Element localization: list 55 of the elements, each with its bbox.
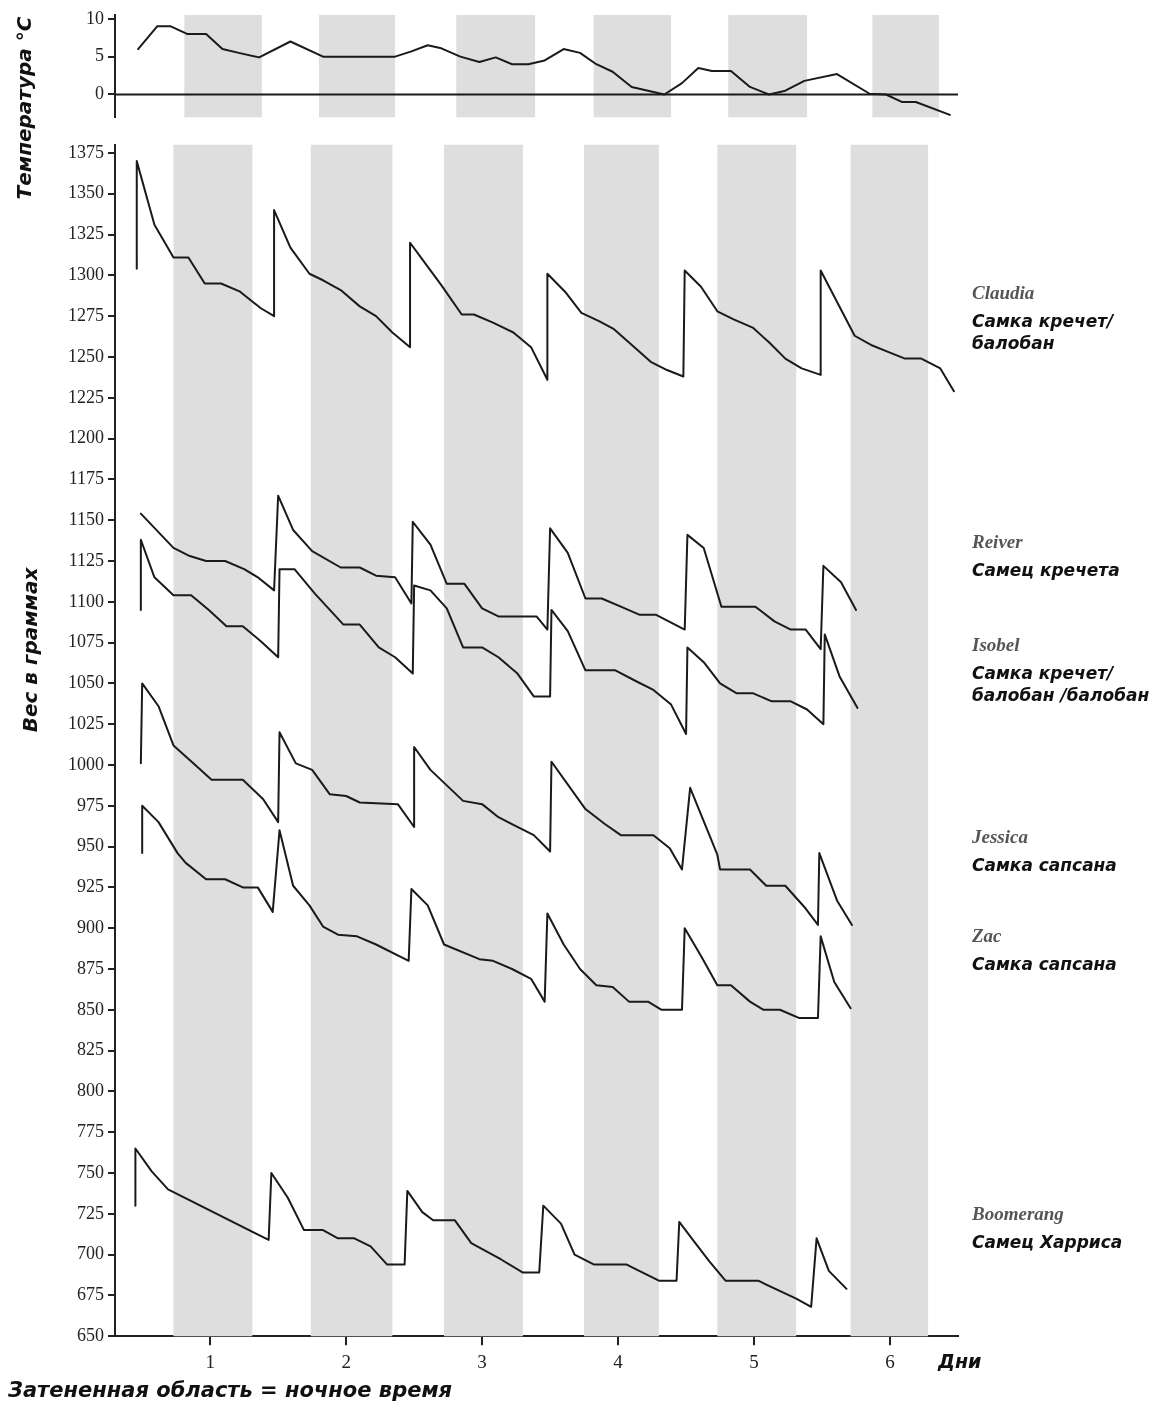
x-tick-label: 2 xyxy=(341,1350,351,1372)
y-tick-label: 875 xyxy=(77,957,104,978)
y-tick-label: 825 xyxy=(77,1039,104,1060)
y-tick-label: 1050 xyxy=(68,672,104,693)
y-tick-label: 1150 xyxy=(68,508,104,529)
y-axis-title: Температура °C xyxy=(12,16,36,200)
text: Самка кречет/балобан /балобан xyxy=(972,662,1151,706)
x-tick-label: 5 xyxy=(749,1350,759,1372)
y-tick-label: 1350 xyxy=(68,182,104,203)
y-tick-label: 725 xyxy=(77,1202,104,1223)
text: Самец кречета xyxy=(972,559,1121,581)
y-tick-label: 1075 xyxy=(68,631,104,652)
y-tick-label: 1025 xyxy=(68,712,104,733)
text: Самка сапсана xyxy=(972,854,1118,876)
text: Самец Харриса xyxy=(972,1231,1124,1253)
y-tick-label: 900 xyxy=(77,916,104,937)
text: Самка сапсана xyxy=(972,953,1118,975)
text: Boomerang xyxy=(972,1203,1065,1225)
x-tick-label: 6 xyxy=(885,1350,895,1372)
y-tick-label: 1225 xyxy=(68,386,104,407)
y-tick-label: 850 xyxy=(77,998,104,1019)
text: Jessica xyxy=(972,826,1029,848)
y-tick-label: 1375 xyxy=(68,141,104,162)
y-tick-label: 1175 xyxy=(68,468,104,489)
y-tick-label: 10 xyxy=(86,7,104,28)
text: Затененная область = ночное время xyxy=(8,1378,453,1402)
y-tick-label: 950 xyxy=(77,835,104,856)
y-axis-title: Вес в граммах xyxy=(18,567,42,733)
y-tick-label: 675 xyxy=(77,1284,104,1305)
y-tick-label: 775 xyxy=(77,1120,104,1141)
x-tick-label: 4 xyxy=(613,1350,624,1372)
y-tick-label: 0 xyxy=(95,83,104,104)
text: Reiver xyxy=(972,531,1024,553)
y-tick-label: 650 xyxy=(77,1324,104,1345)
y-tick-label: 5 xyxy=(95,45,104,66)
y-tick-label: 1300 xyxy=(68,264,104,285)
x-axis-title: Дни xyxy=(938,1350,982,1373)
x-tick-label: 3 xyxy=(477,1350,487,1372)
y-tick-label: 1250 xyxy=(68,345,104,366)
text: Claudia xyxy=(972,282,1036,304)
y-tick-label: 1125 xyxy=(68,549,104,570)
y-tick-label: 800 xyxy=(77,1080,104,1101)
y-tick-label: 1000 xyxy=(68,753,104,774)
text: Isobel xyxy=(972,634,1021,656)
y-tick-label: 750 xyxy=(77,1161,104,1182)
y-tick-label: 925 xyxy=(77,876,104,897)
y-tick-label: 1200 xyxy=(68,427,104,448)
text: Zac xyxy=(972,925,1003,947)
y-tick-label: 1325 xyxy=(68,223,104,244)
y-tick-label: 1275 xyxy=(68,304,104,325)
text: Самка кречет/балобан xyxy=(972,310,1115,354)
y-tick-label: 1100 xyxy=(68,590,104,611)
y-tick-label: 975 xyxy=(77,794,104,815)
y-tick-label: 700 xyxy=(77,1243,104,1264)
x-tick-label: 1 xyxy=(205,1350,215,1372)
